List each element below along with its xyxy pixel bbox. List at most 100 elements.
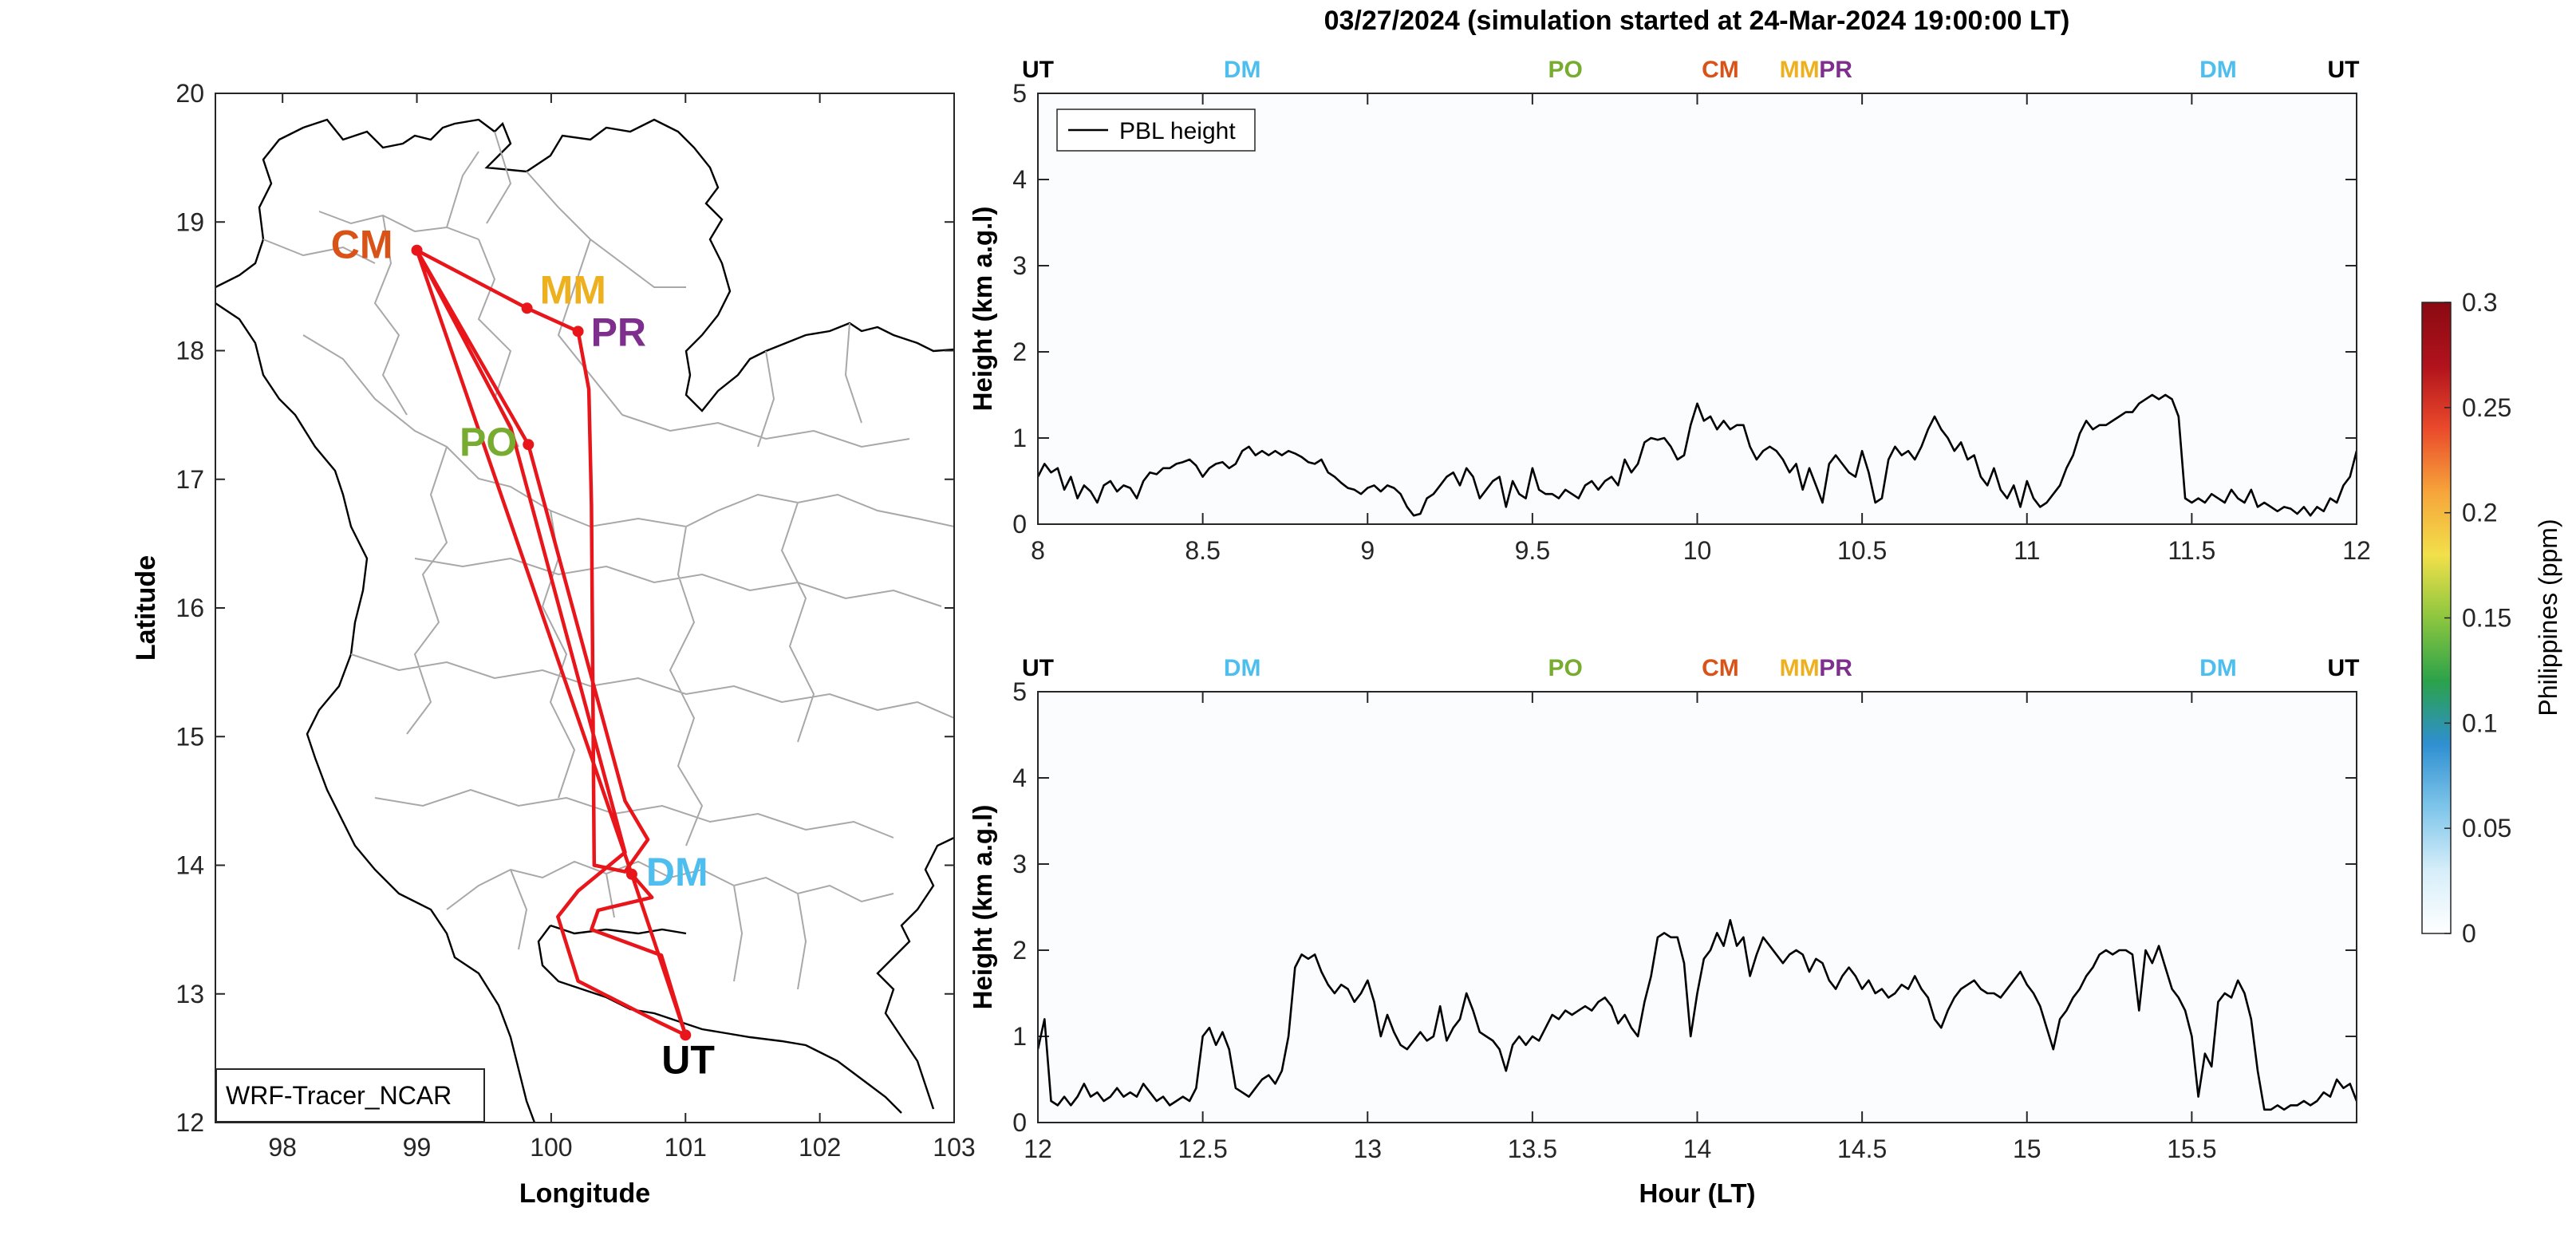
site-marker-label-ut: UT xyxy=(1022,57,1054,83)
pbl-axes-frame xyxy=(1037,93,2357,525)
colorbar-tick-label: 0.2 xyxy=(2462,499,2497,527)
legend-label: PBL height xyxy=(1119,118,1236,144)
site-label-po: PO xyxy=(460,420,517,464)
colorbar-tick-label: 0.05 xyxy=(2462,814,2511,843)
site-marker-mm xyxy=(521,302,533,314)
map-xtick-label: 102 xyxy=(799,1133,841,1162)
pbl-ytick-label: 4 xyxy=(1012,165,1027,194)
site-marker-label-pr: PR xyxy=(1819,655,1852,681)
model-label-box xyxy=(215,1068,485,1123)
site-marker-cm xyxy=(411,244,423,256)
site-marker-label-mm: MM xyxy=(1780,57,1820,83)
site-label-ut: UT xyxy=(661,1037,715,1082)
site-marker-ut xyxy=(680,1029,692,1041)
pbl-ylabel: Height (km a.g.l) xyxy=(968,207,997,412)
site-label-dm: DM xyxy=(646,850,708,894)
map-ytick-label: 17 xyxy=(176,465,204,494)
pbl-xtick-label: 14.5 xyxy=(1837,1135,1887,1163)
map-country-boundaries xyxy=(215,118,954,1123)
pbl-xtick-label: 15 xyxy=(2013,1135,2041,1163)
map-ytick-label: 20 xyxy=(176,79,204,108)
pbl-xtick-label: 11 xyxy=(2014,536,2040,565)
map-track-layer xyxy=(415,248,688,1037)
pbl-ytick-label: 0 xyxy=(1012,1108,1027,1137)
pbl-ytick-label: 3 xyxy=(1012,251,1027,280)
pbl-xtick-label: 15.5 xyxy=(2167,1135,2216,1163)
site-label-mm: MM xyxy=(540,267,606,312)
site-marker-label-dm: DM xyxy=(2199,57,2237,83)
map-panel: 98 99 100 101 102 103 12 13 14 15 16 17 18 19 20 Long… xyxy=(131,79,976,1209)
pbl-ytick-label: 4 xyxy=(1012,764,1027,792)
map-ytick-label: 13 xyxy=(176,980,204,1008)
pbl-height-line xyxy=(1038,918,2357,1111)
pbl-xtick-label: 12.5 xyxy=(1178,1135,1227,1163)
pbl-xtick-label: 11.5 xyxy=(2168,536,2215,565)
site-marker-po xyxy=(523,439,535,451)
pbl-xtick-label: 14 xyxy=(1683,1135,1712,1163)
pbl-xtick-label: 8.5 xyxy=(1185,536,1220,565)
map-ytick-label: 18 xyxy=(176,337,204,365)
model-label: WRF-Tracer_NCAR xyxy=(226,1081,452,1110)
map-xlabel: Longitude xyxy=(519,1178,650,1209)
pbl-ytick-label: 3 xyxy=(1012,850,1027,878)
site-marker-dm xyxy=(625,868,637,880)
pbl-axes-frame xyxy=(1037,691,2357,1123)
pbl-ytick-label: 1 xyxy=(1012,1022,1027,1051)
colorbar: 0 0.05 0.1 0.15 0.2 0.25 0.3 Philippines (ppm) xyxy=(2421,288,2562,948)
pbl-axes-background xyxy=(1038,692,2357,1123)
colorbar-tick-label: 0.1 xyxy=(2462,708,2497,737)
pbl-ylabel: Height (km a.g.l) xyxy=(968,805,997,1010)
pbl-axes-background xyxy=(1038,93,2357,524)
site-label-pr: PR xyxy=(591,310,646,354)
map-xtick-label: 101 xyxy=(665,1133,707,1162)
site-marker-label-ut: UT xyxy=(2327,57,2359,83)
pbl-ytick-label: 1 xyxy=(1012,424,1027,452)
pbl-ytick-label: 0 xyxy=(1012,510,1027,539)
pbl-xtick-label: 9.5 xyxy=(1515,536,1550,565)
site-marker-label-dm: DM xyxy=(2199,655,2237,681)
site-marker-label-dm: DM xyxy=(1224,655,1261,681)
site-marker-label-ut: UT xyxy=(2327,655,2359,681)
pbl-xlabel: Hour (LT) xyxy=(1639,1178,1755,1208)
map-xticks: 98 99 100 101 102 103 xyxy=(268,93,976,1162)
map-province-boundaries xyxy=(262,131,954,990)
pbl-ytick-label: 5 xyxy=(1012,79,1027,108)
site-marker-label-dm: DM xyxy=(1224,57,1261,83)
figure-title: 03/27/2024 (simulation started at 24-Mar… xyxy=(1324,6,2070,36)
pbl-xtick-label: 13.5 xyxy=(1508,1135,1557,1163)
pbl-xtick-label: 12 xyxy=(1024,1135,1052,1163)
map-axes-background xyxy=(215,93,954,1123)
site-marker-label-cm: CM xyxy=(1702,655,1739,681)
site-marker-label-ut: UT xyxy=(1022,655,1054,681)
colorbar-label: Philippines (ppm) xyxy=(2534,519,2562,716)
colorbar-tick-label: 0.25 xyxy=(2462,393,2511,422)
colorbar-tick-label: 0.3 xyxy=(2462,288,2497,317)
map-xtick-label: 98 xyxy=(268,1133,297,1162)
site-marker-label-cm: CM xyxy=(1702,57,1739,83)
map-xtick-label: 99 xyxy=(403,1133,432,1162)
site-marker-label-pr: PR xyxy=(1819,57,1852,83)
map-basemap xyxy=(215,118,954,1123)
map-ytick-label: 12 xyxy=(176,1108,204,1137)
map-ytick-label: 14 xyxy=(176,851,204,880)
colorbar-ticks: 0 0.05 0.1 0.15 0.2 0.25 0.3 xyxy=(2444,288,2511,948)
map-ytick-label: 15 xyxy=(176,722,204,751)
colorbar-tick-label: 0 xyxy=(2462,919,2476,948)
pbl-ytick-label: 2 xyxy=(1012,337,1027,366)
site-marker-label-po: PO xyxy=(1548,655,1583,681)
pbl-ytick-label: 5 xyxy=(1012,677,1027,706)
site-marker-label-mm: MM xyxy=(1780,655,1820,681)
pbl-xtick-label: 13 xyxy=(1353,1135,1382,1163)
map-ytick-label: 16 xyxy=(176,594,204,622)
site-marker-label-po: PO xyxy=(1548,57,1583,83)
pbl-xtick-label: 12 xyxy=(2342,536,2371,565)
colorbar-tick-label: 0.15 xyxy=(2462,604,2511,633)
pbl-xtick-label: 10.5 xyxy=(1837,536,1887,565)
flight-track xyxy=(415,248,688,1037)
pbl-height-line xyxy=(1038,393,2357,517)
map-xtick-label: 100 xyxy=(530,1133,572,1162)
